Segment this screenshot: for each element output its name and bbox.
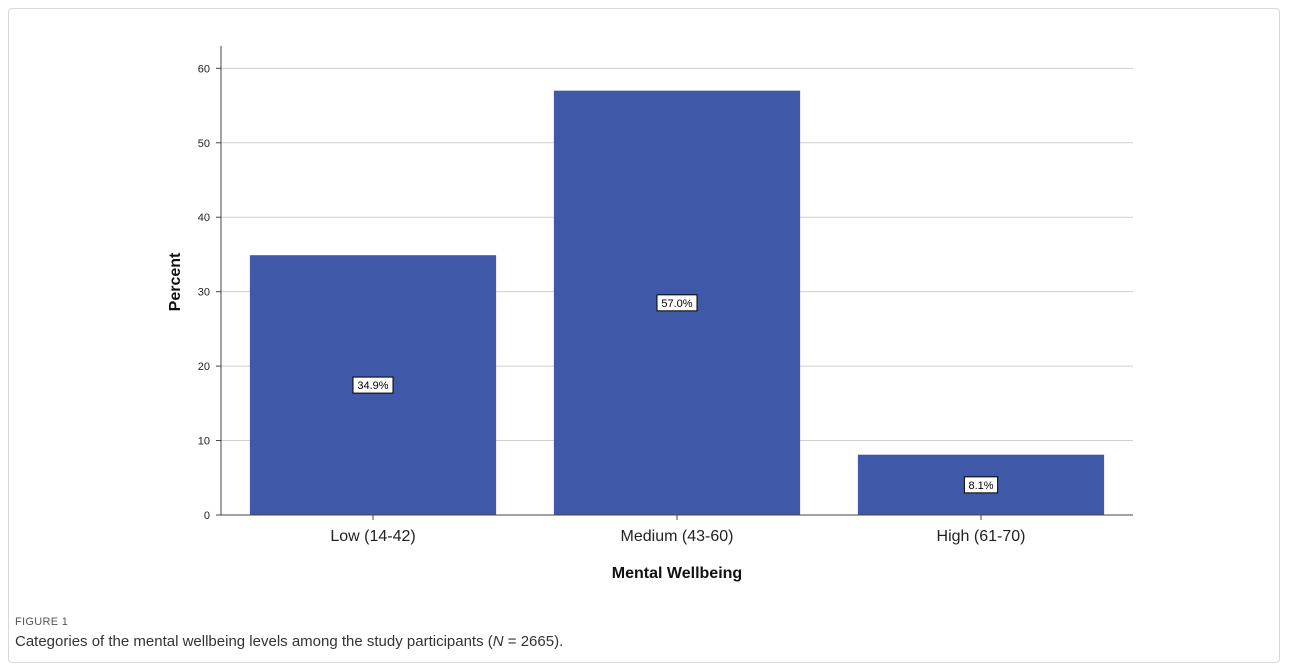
y-tick-label: 20 (198, 361, 210, 373)
y-tick-label: 10 (198, 436, 210, 448)
data-label-text: 57.0% (661, 298, 692, 310)
figure-label: FIGURE 1 (15, 616, 69, 628)
x-axis-title: Mental Wellbeing (612, 565, 742, 582)
x-ticks: Low (14-42) Medium (43-60) High (61-70) (330, 515, 1025, 545)
x-tick-label: Medium (43-60) (621, 528, 734, 545)
y-ticks: 0 10 20 30 40 50 60 (198, 63, 221, 522)
x-tick-label: High (61-70) (937, 528, 1026, 545)
caption-prefix: Categories of the mental wellbeing level… (15, 633, 493, 650)
data-label-text: 8.1% (968, 480, 993, 492)
data-label-text: 34.9% (357, 380, 388, 392)
y-tick-label: 40 (198, 212, 210, 224)
data-label: 8.1% (963, 476, 999, 494)
data-label: 57.0% (656, 294, 698, 312)
figure-caption: Categories of the mental wellbeing level… (15, 633, 563, 650)
x-tick-label: Low (14-42) (330, 528, 415, 545)
y-axis-title: Percent (167, 252, 184, 311)
y-tick-label: 30 (198, 287, 210, 299)
data-label: 34.9% (352, 376, 394, 394)
data-label-box (963, 476, 999, 494)
data-label-box (352, 376, 394, 394)
data-labels: 34.9% 57.0% 8.1% (352, 294, 999, 494)
data-label-box (656, 294, 698, 312)
y-tick-label: 50 (198, 138, 210, 150)
caption-suffix: = 2665). (503, 633, 564, 650)
bar-chart: 0 10 20 30 40 50 60 Low (14-42) Medium (43-60) H… (167, 46, 1133, 582)
y-tick-label: 0 (204, 510, 210, 522)
caption-variable: N (492, 633, 504, 650)
y-tick-label: 60 (198, 63, 210, 75)
